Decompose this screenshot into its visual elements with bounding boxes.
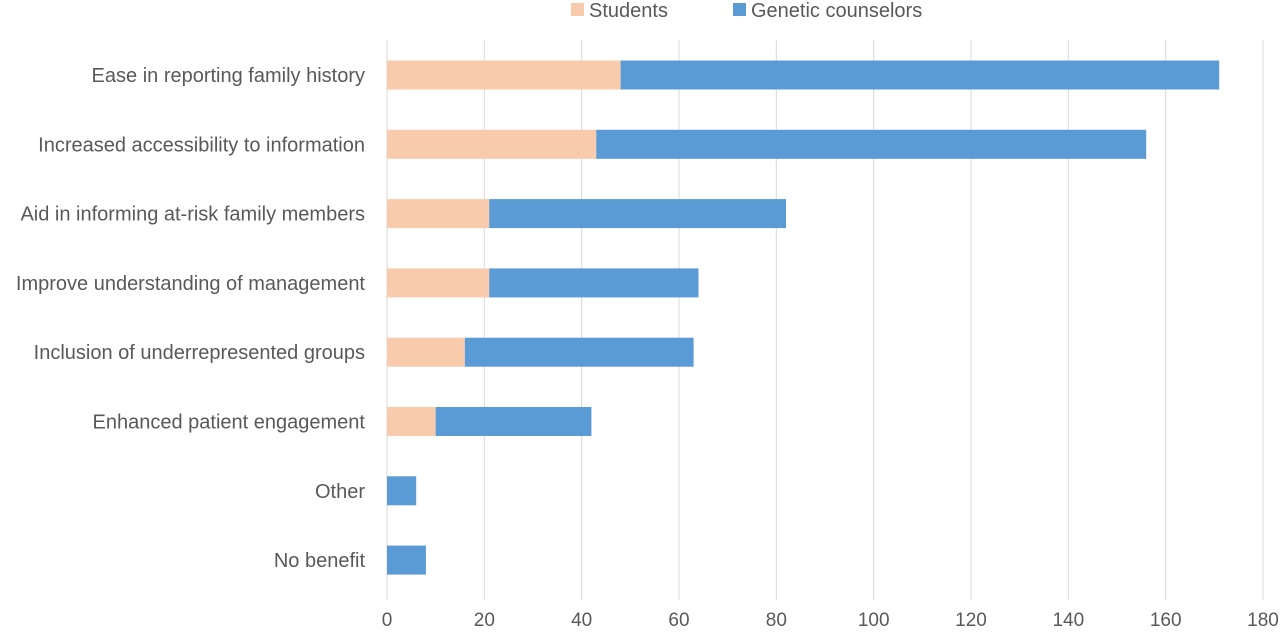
bar-genetic-counselors-ease-in-reporting-family-history [620,60,1220,90]
category-labels: Ease in reporting family history Increase… [16,65,366,572]
bar-genetic-counselors-increased-accessibility-to-information [596,129,1147,159]
legend-swatch-students [571,3,584,16]
category-label-increased-accessibility-to-information: Increased accessibility to information [38,134,365,156]
x-tick-label-20: 20 [474,610,495,631]
x-tick-label-180: 180 [1247,610,1279,631]
bars [387,60,1220,575]
bar-students-ease-in-reporting-family-history [387,60,621,90]
bar-students-enhanced-patient-engagement [387,407,436,436]
category-label-no-benefit: No benefit [274,550,366,572]
x-tick-label-160: 160 [1150,610,1182,631]
x-tick-label-40: 40 [571,610,592,631]
x-tick-label-120: 120 [955,610,987,631]
x-tick-label-0: 0 [382,610,393,631]
legend-swatch-genetic-counselors [733,3,746,16]
bar-genetic-counselors-inclusion-of-underrepresented-groups [464,337,694,367]
category-label-aid-in-informing-at-risk-family-members: Aid in informing at-risk family members [20,204,365,226]
bar-students-inclusion-of-underrepresented-groups [387,337,465,367]
bar-genetic-counselors-improve-understanding-of-management [489,268,699,298]
bar-students-aid-in-informing-at-risk-family-members [387,199,490,229]
x-tick-label-60: 60 [668,610,689,631]
bar-genetic-counselors-no-benefit [387,545,426,575]
bar-students-improve-understanding-of-management [387,268,490,298]
legend-label-genetic-counselors: Genetic counselors [751,0,922,22]
category-label-inclusion-of-underrepresented-groups: Inclusion of underrepresented groups [34,342,365,364]
bar-genetic-counselors-aid-in-informing-at-risk-family-members [489,199,787,229]
x-tick-label-100: 100 [858,610,890,631]
category-label-improve-understanding-of-management: Improve understanding of management [16,273,366,295]
x-axis-tick-labels: 0 20 40 60 80 100 120 140 160 180 [382,610,1279,631]
x-tick-label-140: 140 [1052,610,1084,631]
bar-genetic-counselors-other [387,476,417,506]
gridlines [386,40,1264,600]
category-label-other: Other [315,481,365,503]
legend-label-students: Students [589,0,668,22]
bar-students-increased-accessibility-to-information [387,129,597,159]
bar-genetic-counselors-enhanced-patient-engagement [435,407,592,436]
category-label-ease-in-reporting-family-history: Ease in reporting family history [92,65,365,87]
category-label-enhanced-patient-engagement: Enhanced patient engagement [93,412,366,434]
legend: Students Genetic counselors [571,0,922,22]
x-tick-label-80: 80 [766,610,787,631]
